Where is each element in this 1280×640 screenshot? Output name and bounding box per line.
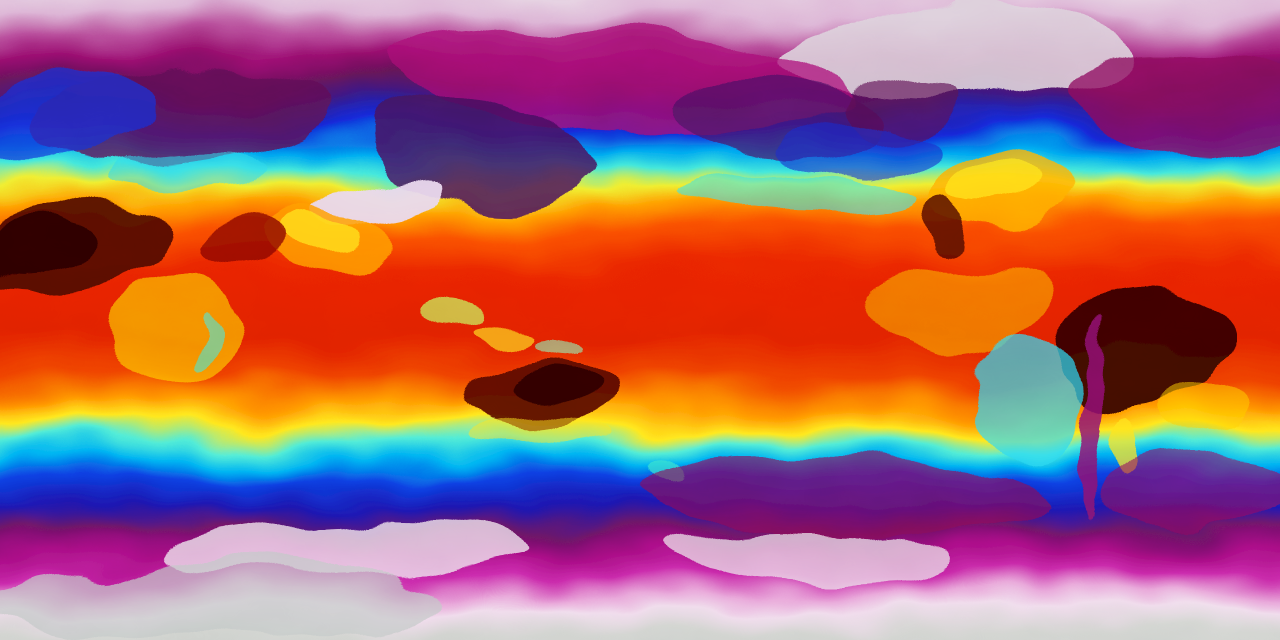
- turbulence-grain-overlay: [0, 0, 1280, 640]
- temperature-field-canvas: [0, 0, 1280, 640]
- global-temperature-map: [0, 0, 1280, 640]
